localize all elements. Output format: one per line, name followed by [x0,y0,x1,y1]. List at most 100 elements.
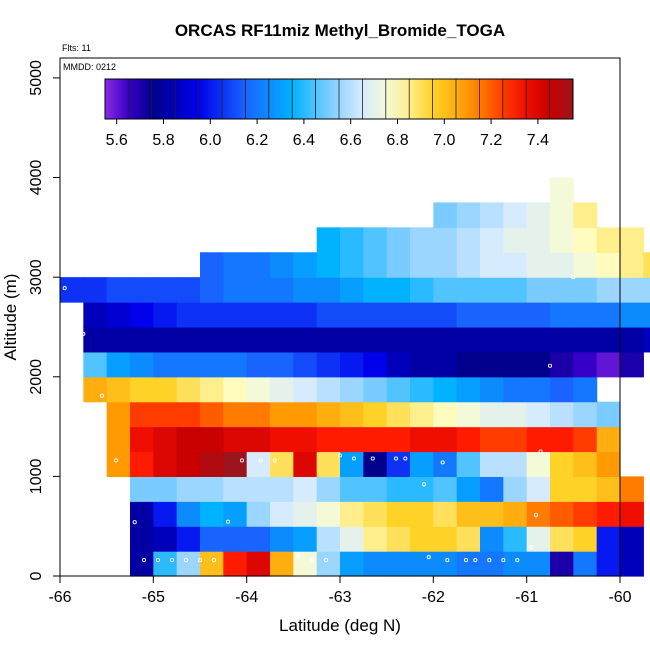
heatmap-cell [223,401,248,428]
heatmap-cell [130,476,154,502]
heatmap-cell [316,501,341,527]
heatmap-cell [363,551,388,577]
heatmap-cell [596,227,621,253]
heatmap-cell [526,501,551,527]
sample-point [426,555,431,560]
heatmap-cell [293,401,318,428]
heatmap-cell [293,302,318,328]
heatmap-cell [363,302,388,328]
heatmap-cell [83,326,108,353]
heatmap-cell [456,252,481,278]
heatmap-cell [316,451,341,477]
heatmap-cell [316,277,341,303]
heatmap-cell [246,302,271,328]
heatmap-cell [480,551,504,577]
sample-point [440,460,445,465]
heatmap-cell [386,252,411,278]
heatmap-cell [410,302,434,328]
heatmap-cell [433,476,458,502]
sample-point [515,558,520,563]
heatmap-cell [340,277,364,303]
colorbar-segment [105,79,129,119]
heatmap-cell [573,252,598,278]
heatmap-cell [456,351,481,378]
heatmap-cell [83,351,108,378]
heatmap-cell [106,451,131,477]
heatmap-cell [550,426,574,453]
colorbar-tick-label: 7.0 [433,132,455,149]
heatmap-cell [293,526,318,552]
heatmap-cell [433,326,458,353]
heatmap-cell [386,401,411,428]
sample-point [225,519,231,524]
colorbar-segment [362,79,387,119]
heatmap-cell [270,302,294,328]
colorbar-tick-label: 5.6 [106,132,128,149]
heatmap-cell [316,526,341,552]
heatmap-cell [620,326,644,353]
colorbar-segment [222,79,246,119]
heatmap-cell [503,326,528,353]
heatmap-cell [340,551,364,577]
heatmap-cell [526,326,551,353]
heatmap-cell [200,501,224,527]
heatmap-cell [573,426,598,453]
sample-point [62,286,67,291]
colorbar-segment [315,79,340,119]
heatmap-cell [573,351,598,378]
colorbar-frame [104,78,574,120]
heatmap-cell [526,476,551,502]
sample-point [295,554,301,559]
sample-point [571,275,576,280]
heatmap-cell [386,551,411,577]
colorbar: 5.6 5.8 6.0 6.2 6.4 6.6 6.8 7.0 7.2 7.4 [104,78,574,149]
heatmap-cell [550,526,574,552]
heatmap-cell [573,326,598,353]
y-tick-label: 2000 [28,359,45,395]
heatmap-cell [410,277,434,303]
heatmap-cell [620,526,644,552]
heatmap-cell [176,277,201,303]
heatmap-cell [620,302,644,328]
heatmap-cell [130,501,154,527]
heatmap-cell [456,401,481,428]
colorbar-segment [198,79,223,119]
heatmap-cell [223,476,248,502]
heatmap-cell [106,351,131,378]
colorbar-segment [268,79,293,119]
heatmap-cell [153,351,178,378]
heatmap-cell [573,376,598,403]
heatmap-cell [503,376,528,403]
heatmap-cell [270,476,294,502]
heatmap-cell [270,501,294,527]
colorbar-segment [456,79,480,119]
heatmap-cell [176,351,201,378]
heatmap-cell [573,227,598,253]
heatmap-cell [456,526,481,552]
heatmap-cell [503,426,528,453]
heatmap-cell [620,252,644,278]
heatmap-cell [293,426,318,453]
sample-point [141,558,147,563]
heatmap-cell [246,277,271,303]
heatmap-cell [480,476,504,502]
heatmap-cell [200,351,224,378]
sample-point [403,456,408,461]
heatmap-cell [480,376,504,403]
heatmap-cell [223,426,248,453]
heatmap-cell [363,351,388,378]
heatmap-cell [410,426,434,453]
heatmap-cell [433,551,458,577]
sample-point [197,558,203,563]
heatmap-cell [363,451,388,477]
colorbar-tick-label: 7.2 [480,132,502,149]
colorbar-tick-label: 6.4 [293,132,315,149]
y-axis-label: Altitude (m) [1,274,20,361]
heatmap-cell [340,326,364,353]
sample-point [183,558,189,563]
x-tick-label: -64 [235,589,258,606]
heatmap-cell [363,426,388,453]
heatmap-cell [83,302,108,328]
heatmap-cell [106,326,131,353]
heatmap-cell [176,451,201,477]
